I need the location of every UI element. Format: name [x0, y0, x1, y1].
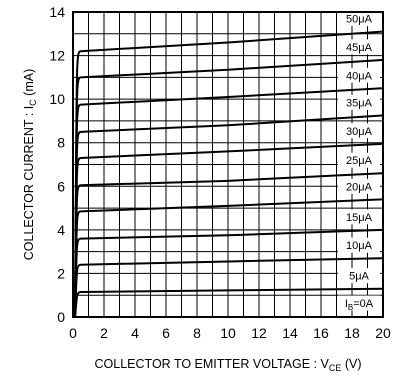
curve-label-bg: [338, 152, 380, 168]
grid: [73, 12, 383, 317]
curve-label: 15μA: [346, 212, 373, 224]
curve-label-bg: [338, 295, 380, 311]
y-tick-label: 4: [57, 222, 65, 238]
curve-label-bg: [338, 123, 380, 139]
curve-label: 20μA: [346, 181, 373, 193]
plot-frame: [72, 11, 384, 318]
curve-label-bg: [338, 178, 380, 194]
y-tick-label: 0: [57, 309, 65, 325]
x-tick-label: 6: [162, 325, 170, 341]
x-tick-label: 16: [313, 325, 329, 341]
y-tick-label: 6: [57, 178, 65, 194]
x-tick-label: 10: [220, 325, 236, 341]
y-tick-label: 2: [57, 265, 65, 281]
x-tick-label: 12: [251, 325, 267, 341]
y-tick-label: 12: [49, 48, 65, 64]
curve-label-bg: [338, 39, 380, 55]
curve-label-bg: [338, 11, 380, 27]
x-axis-title: COLLECTOR TO EMITTER VOLTAGE : VCE (V): [95, 357, 362, 373]
curve-label: 25μA: [346, 155, 373, 167]
y-tick-label: 14: [49, 4, 65, 20]
curve-label-bg: [338, 209, 380, 225]
curve-label-bg: [338, 67, 380, 83]
y-axis-title: COLLECTOR CURRENT : IC (mA): [22, 69, 38, 261]
curve-label: 35μA: [346, 97, 373, 109]
curve-label: 5μA: [349, 271, 369, 283]
curve-label: 30μA: [346, 126, 373, 138]
curve-label: 50μA: [346, 14, 373, 26]
y-tick-label: 10: [49, 91, 65, 107]
curve-label: 45μA: [346, 42, 373, 54]
curve: [74, 30, 384, 318]
curve-labels: IB=0A 5μA 10μA 15μA 20μA 25μA 30μA 35μA 40μA 45μA…: [338, 11, 380, 312]
curve-label-bg: [338, 94, 380, 110]
x-tick-label: 8: [193, 325, 201, 341]
x-tick-label: 4: [131, 325, 139, 341]
curve-label: 40μA: [346, 70, 373, 82]
y-tick-labels: 0 2 4 6 8 10 12 14: [49, 4, 65, 325]
curve-label: IB=0A: [345, 298, 374, 312]
x-tick-labels: 0 2 4 6 8 10 12 14 16 18 20: [69, 325, 391, 341]
curve-label-bg: [338, 237, 380, 253]
curve-label-bg: [338, 268, 380, 284]
x-tick-label: 14: [282, 325, 298, 341]
x-tick-label: 18: [344, 325, 360, 341]
x-tick-label: 2: [100, 325, 108, 341]
x-tick-label: 20: [375, 325, 391, 341]
x-tick-label: 0: [69, 325, 77, 341]
y-tick-label: 8: [57, 135, 65, 151]
curve-label: 10μA: [346, 240, 373, 252]
